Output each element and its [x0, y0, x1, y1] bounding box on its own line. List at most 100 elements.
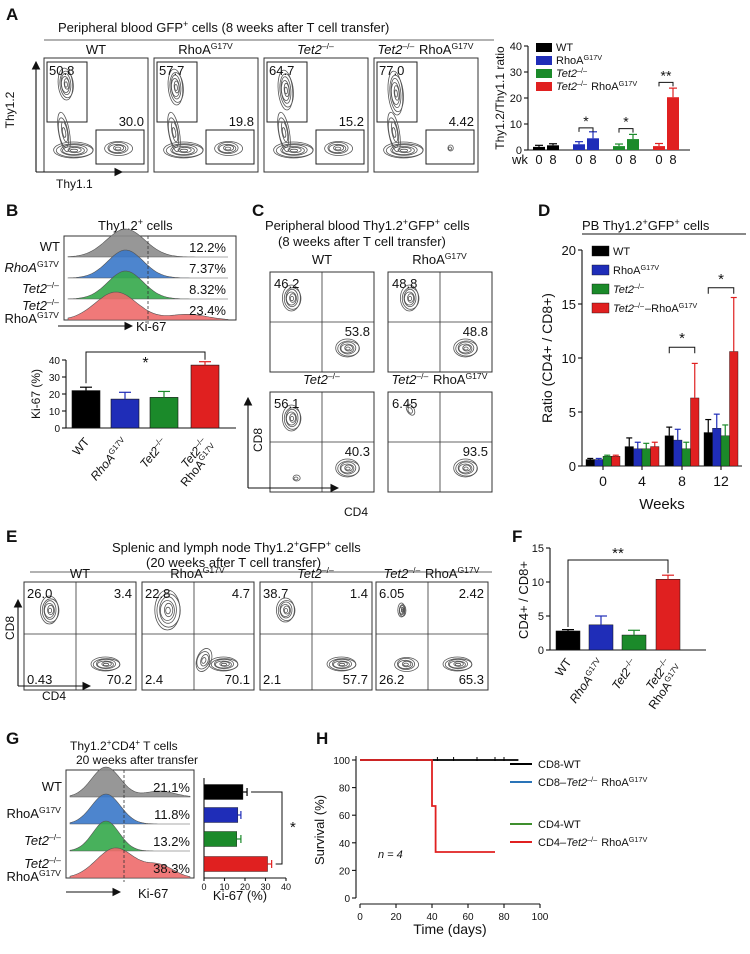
contour-ring [389, 74, 404, 113]
c-flow-contour-cd4 [335, 458, 360, 478]
a-bar-bracket [618, 128, 634, 133]
d-ytick-label: 20 [562, 243, 576, 258]
panel-c-flow-plots: WT 46.2 53.8 RhoAG17V 48.8 48.8 Tet2–/– 56.1 4… [269, 251, 493, 493]
a-bar-xtick-label: 0 [535, 152, 542, 167]
e-flow-value-ll: 2.4 [145, 672, 163, 687]
e-flow-contour-double-pos [195, 648, 213, 672]
contour-ring [289, 293, 297, 303]
a-bar-legend-swatch [536, 69, 552, 78]
a-bar-mark [573, 144, 585, 150]
g-bar-xlabel: Ki-67 (%) [213, 888, 267, 903]
f-significance: ** [612, 545, 624, 562]
g-bar-xtick-label: 30 [260, 882, 270, 892]
panel-g-bar-chart: 0 10 20 30 40 Ki-67 (%) * [201, 778, 296, 903]
contour-ring [462, 344, 471, 352]
contour-ring [390, 144, 418, 156]
contour-ring [283, 608, 289, 613]
flow-a-frame [153, 57, 259, 173]
d-legend-swatch [591, 283, 610, 295]
histogram-value: 13.2% [153, 834, 190, 849]
d-legend-label: Tet2–/– [613, 282, 645, 296]
a-bar-ytick-label: 20 [510, 93, 522, 105]
e-flow-frame [23, 581, 137, 691]
a-bar-legend-swatch [536, 56, 552, 65]
d-legend-label: Tet2–/– –RhoAG17V [613, 301, 698, 315]
h-ytick-label: 40 [339, 839, 351, 850]
d-bar-mark [650, 446, 660, 467]
d-bar-mark [585, 459, 595, 467]
f-bar-mark [588, 624, 614, 651]
f-ytick-label: 10 [532, 577, 544, 589]
d-bracket [668, 346, 696, 354]
panel-h: H 0 20 40 60 80 100 0 20 40 60 80 100 Survival (%) Ti… [312, 729, 647, 937]
d-xlabel: Weeks [639, 496, 685, 513]
contour-ring [327, 141, 349, 154]
contour-ring [273, 141, 314, 159]
panel-c: C Peripheral blood Thy1.2+GFP+ cells (8 … [243, 201, 493, 519]
contour-ring [391, 121, 399, 143]
contour-ring [170, 74, 182, 100]
d-legend-label: WT [613, 246, 630, 258]
h-legend-label: CD8-WT [538, 759, 581, 771]
b-bar-ytick-label: 30 [49, 373, 61, 384]
e-flow-contour-double-neg [394, 657, 420, 672]
histogram-row-label: Tet2–/– [22, 297, 60, 313]
a-bar-ytick-label: 0 [516, 145, 522, 157]
contour-ring [391, 146, 415, 155]
e-flow-value-lr: 65.3 [459, 672, 484, 687]
a-bar-legend-swatch [536, 82, 552, 91]
e-flow-frame [259, 581, 373, 691]
c-flow-group-label: RhoAG17V [412, 251, 468, 267]
histogram-curve [69, 820, 190, 852]
h-ylabel: Survival (%) [312, 795, 327, 865]
panel-a-letter: A [6, 5, 18, 24]
histogram-row-label: Tet2–/– [24, 855, 62, 871]
e-flow-contour-cd4 [90, 656, 121, 672]
c-flow-contour-cd8 [399, 284, 420, 312]
panel-b-letter: B [6, 201, 18, 220]
c-flow-contour-cd4 [453, 338, 478, 358]
c-flow-value-cd4: 93.5 [463, 444, 488, 459]
contour-ring [195, 648, 213, 672]
contour-ring [61, 121, 69, 143]
h-xtick-label: 0 [357, 912, 363, 923]
a-bar-xtick-label: 8 [589, 152, 596, 167]
contour-ring [179, 148, 189, 153]
g-bar-bracket [251, 791, 283, 865]
contour-ring [69, 148, 79, 153]
h-n-label: n = 4 [378, 849, 403, 861]
contour-ring [463, 466, 469, 471]
contour-ring [284, 86, 288, 95]
contour-ring [200, 654, 209, 667]
contour-ring [340, 343, 355, 354]
flow-a-group-label: Tet2–/– RhoAG17V [377, 41, 474, 57]
contour-ring [57, 67, 74, 101]
flow-a-value-thy11: 15.2 [339, 114, 364, 129]
g-xaxis-label: Ki-67 [138, 886, 168, 901]
contour-ring [324, 141, 354, 156]
c-flow-group-label: Tet2–/– [303, 371, 341, 387]
d-bar-mark [602, 456, 612, 467]
contour-ring [405, 403, 416, 416]
contour-ring [47, 607, 53, 614]
contour-ring [328, 143, 347, 154]
contour-ring [40, 595, 59, 625]
a-bar-mark [627, 139, 639, 150]
panel-h-survival-chart: 0 20 40 60 80 100 0 20 40 60 80 100 Survival (%) Time… [312, 756, 647, 937]
c-flow-group-label: WT [312, 252, 332, 267]
e-flow-value-lr: 57.7 [343, 672, 368, 687]
b-bar-significance: * [142, 355, 148, 372]
contour-ring [448, 146, 452, 151]
d-bar-mark [611, 456, 621, 467]
c-flow-value-cd8: 6.45 [392, 396, 417, 411]
h-ytick-label: 100 [333, 756, 350, 767]
flow-a-gate-thy11 [205, 129, 255, 165]
contour-ring [391, 127, 397, 138]
flow-a-contour-tail [57, 111, 71, 153]
contour-ring [220, 662, 228, 667]
contour-ring [223, 144, 235, 152]
contour-ring [67, 146, 82, 154]
e-flow-group-label: RhoAG17V [170, 565, 226, 581]
panel-e-title-line2: (20 weeks after T cell transfer) [146, 555, 321, 570]
g-bar-mark [203, 856, 268, 872]
